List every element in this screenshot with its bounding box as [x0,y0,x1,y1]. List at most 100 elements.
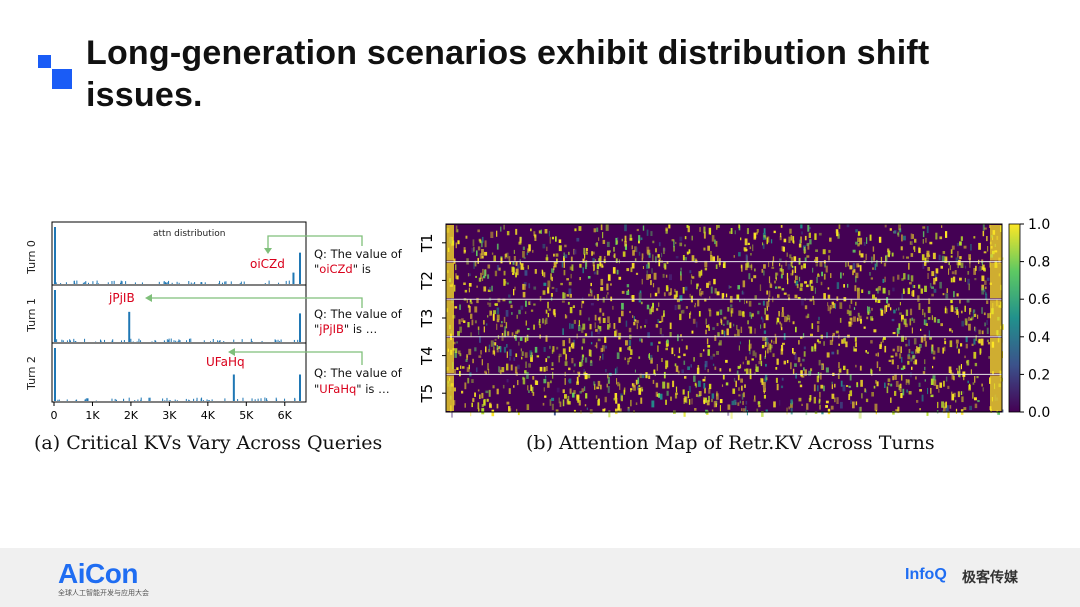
heatmap-cell [895,352,898,357]
heatmap-cell [732,388,736,394]
heatmap-cell [958,365,961,372]
heatmap-cell [829,237,832,242]
heatmap-cell [762,318,764,323]
heatmap-cell [479,253,482,259]
turn-0-label: Turn 0 [25,240,38,275]
heatmap-cell [583,368,585,374]
heatmap-cell [488,389,491,397]
heatmap-cell [873,385,876,389]
heatmap-cell [581,327,584,333]
heatmap-cell [832,303,836,309]
heatmap-cell [746,360,750,365]
heatmap-cell [891,359,894,365]
heatmap-cell [517,411,520,416]
heatmap-cell [459,370,461,377]
heatmap-cell [615,398,618,404]
heatmap-cell [488,344,491,350]
heatmap-cell [481,236,484,243]
heatmap-cell [672,380,675,388]
heatmap-cell [637,386,639,391]
attn-noise-bar [178,339,180,342]
heatmap-cell [865,398,869,403]
heatmap-cell [585,262,587,270]
heatmap-cell [743,392,745,398]
heatmap-cell [595,329,598,332]
heatmap-cell [695,393,698,397]
heatmap-cell [596,270,599,275]
heatmap-cell [786,317,788,322]
heatmap-cell [890,355,894,358]
heatmap-cell [568,288,572,295]
heatmap-cell [957,391,960,398]
heatmap-cell [751,358,754,361]
heatmap-cell [627,357,630,363]
heatmap-cell [884,224,887,228]
heatmap-cell [981,284,985,291]
heatmap-edge-band [446,375,454,411]
x-tick-label: 5K [239,409,254,422]
heatmap-cell [849,390,852,397]
heatmap-cell [636,323,638,330]
heatmap-cell [733,377,736,382]
attn-noise-bar [155,340,157,342]
heatmap-cell [491,252,494,255]
heatmap-cell [593,228,596,233]
heatmap-cell [582,267,584,274]
attn-peak-bar [299,374,301,401]
heatmap-cell [679,242,683,247]
heatmap-cell [617,237,619,244]
attn-noise-bar [163,340,165,342]
heatmap-cell [807,242,810,250]
heatmap-cell [920,328,922,331]
heatmap-cell [872,246,875,252]
heatmap-cell [813,300,815,305]
attn-noise-bar [176,400,178,401]
heatmap-cell [463,320,466,323]
heatmap-cell [680,273,682,281]
heatmap-cell [629,237,633,241]
attn-noise-bar [188,399,190,401]
heatmap-cell [599,358,601,361]
heatmap-cell [742,314,745,317]
heatmap-cell [963,391,965,394]
heatmap-cell [944,259,948,263]
heatmap-cell [600,347,603,353]
heatmap-cell [686,251,689,255]
heatmap-cell [704,360,708,368]
heatmap-cell [773,340,775,344]
heatmap-cell [630,399,632,407]
figure-a-attn-distribution: attn distribution Turn 0 Turn 1 Turn 2 0… [25,221,403,422]
heatmap-cell [767,342,769,349]
heatmap-cell [940,265,943,269]
attn-noise-bar [113,280,115,284]
heatmap-cell [754,328,756,334]
heatmap-cell [744,238,748,246]
attn-noise-bar [141,282,143,284]
heatmap-cell [716,311,719,316]
heatmap-cell [636,228,639,232]
attn-noise-bar [168,280,170,284]
heatmap-cell [722,263,726,268]
heatmap-cell [735,380,737,387]
heatmap-cell [781,307,784,313]
attn-noise-bar [120,280,122,284]
attn-noise-bar [73,338,75,342]
attn-noise-bar [76,280,78,284]
heatmap-cell [817,385,819,392]
heatmap-cell [500,257,503,264]
heatmap-cell [602,312,605,316]
heatmap-cell [493,255,496,262]
heatmap-cell [513,289,515,296]
heatmap-cell [463,282,466,285]
heatmap-cell [886,297,889,304]
heatmap-cell [477,402,480,410]
heatmap-cell [773,401,776,408]
heatmap-cell [534,379,537,385]
heatmap-cell [584,357,588,363]
heatmap-cell [737,374,740,381]
heatmap-cell [555,253,559,257]
heatmap-cell [668,224,671,229]
heatmap-cell [689,270,692,274]
heatmap-cell [831,381,833,384]
heatmap-cell [733,399,737,406]
